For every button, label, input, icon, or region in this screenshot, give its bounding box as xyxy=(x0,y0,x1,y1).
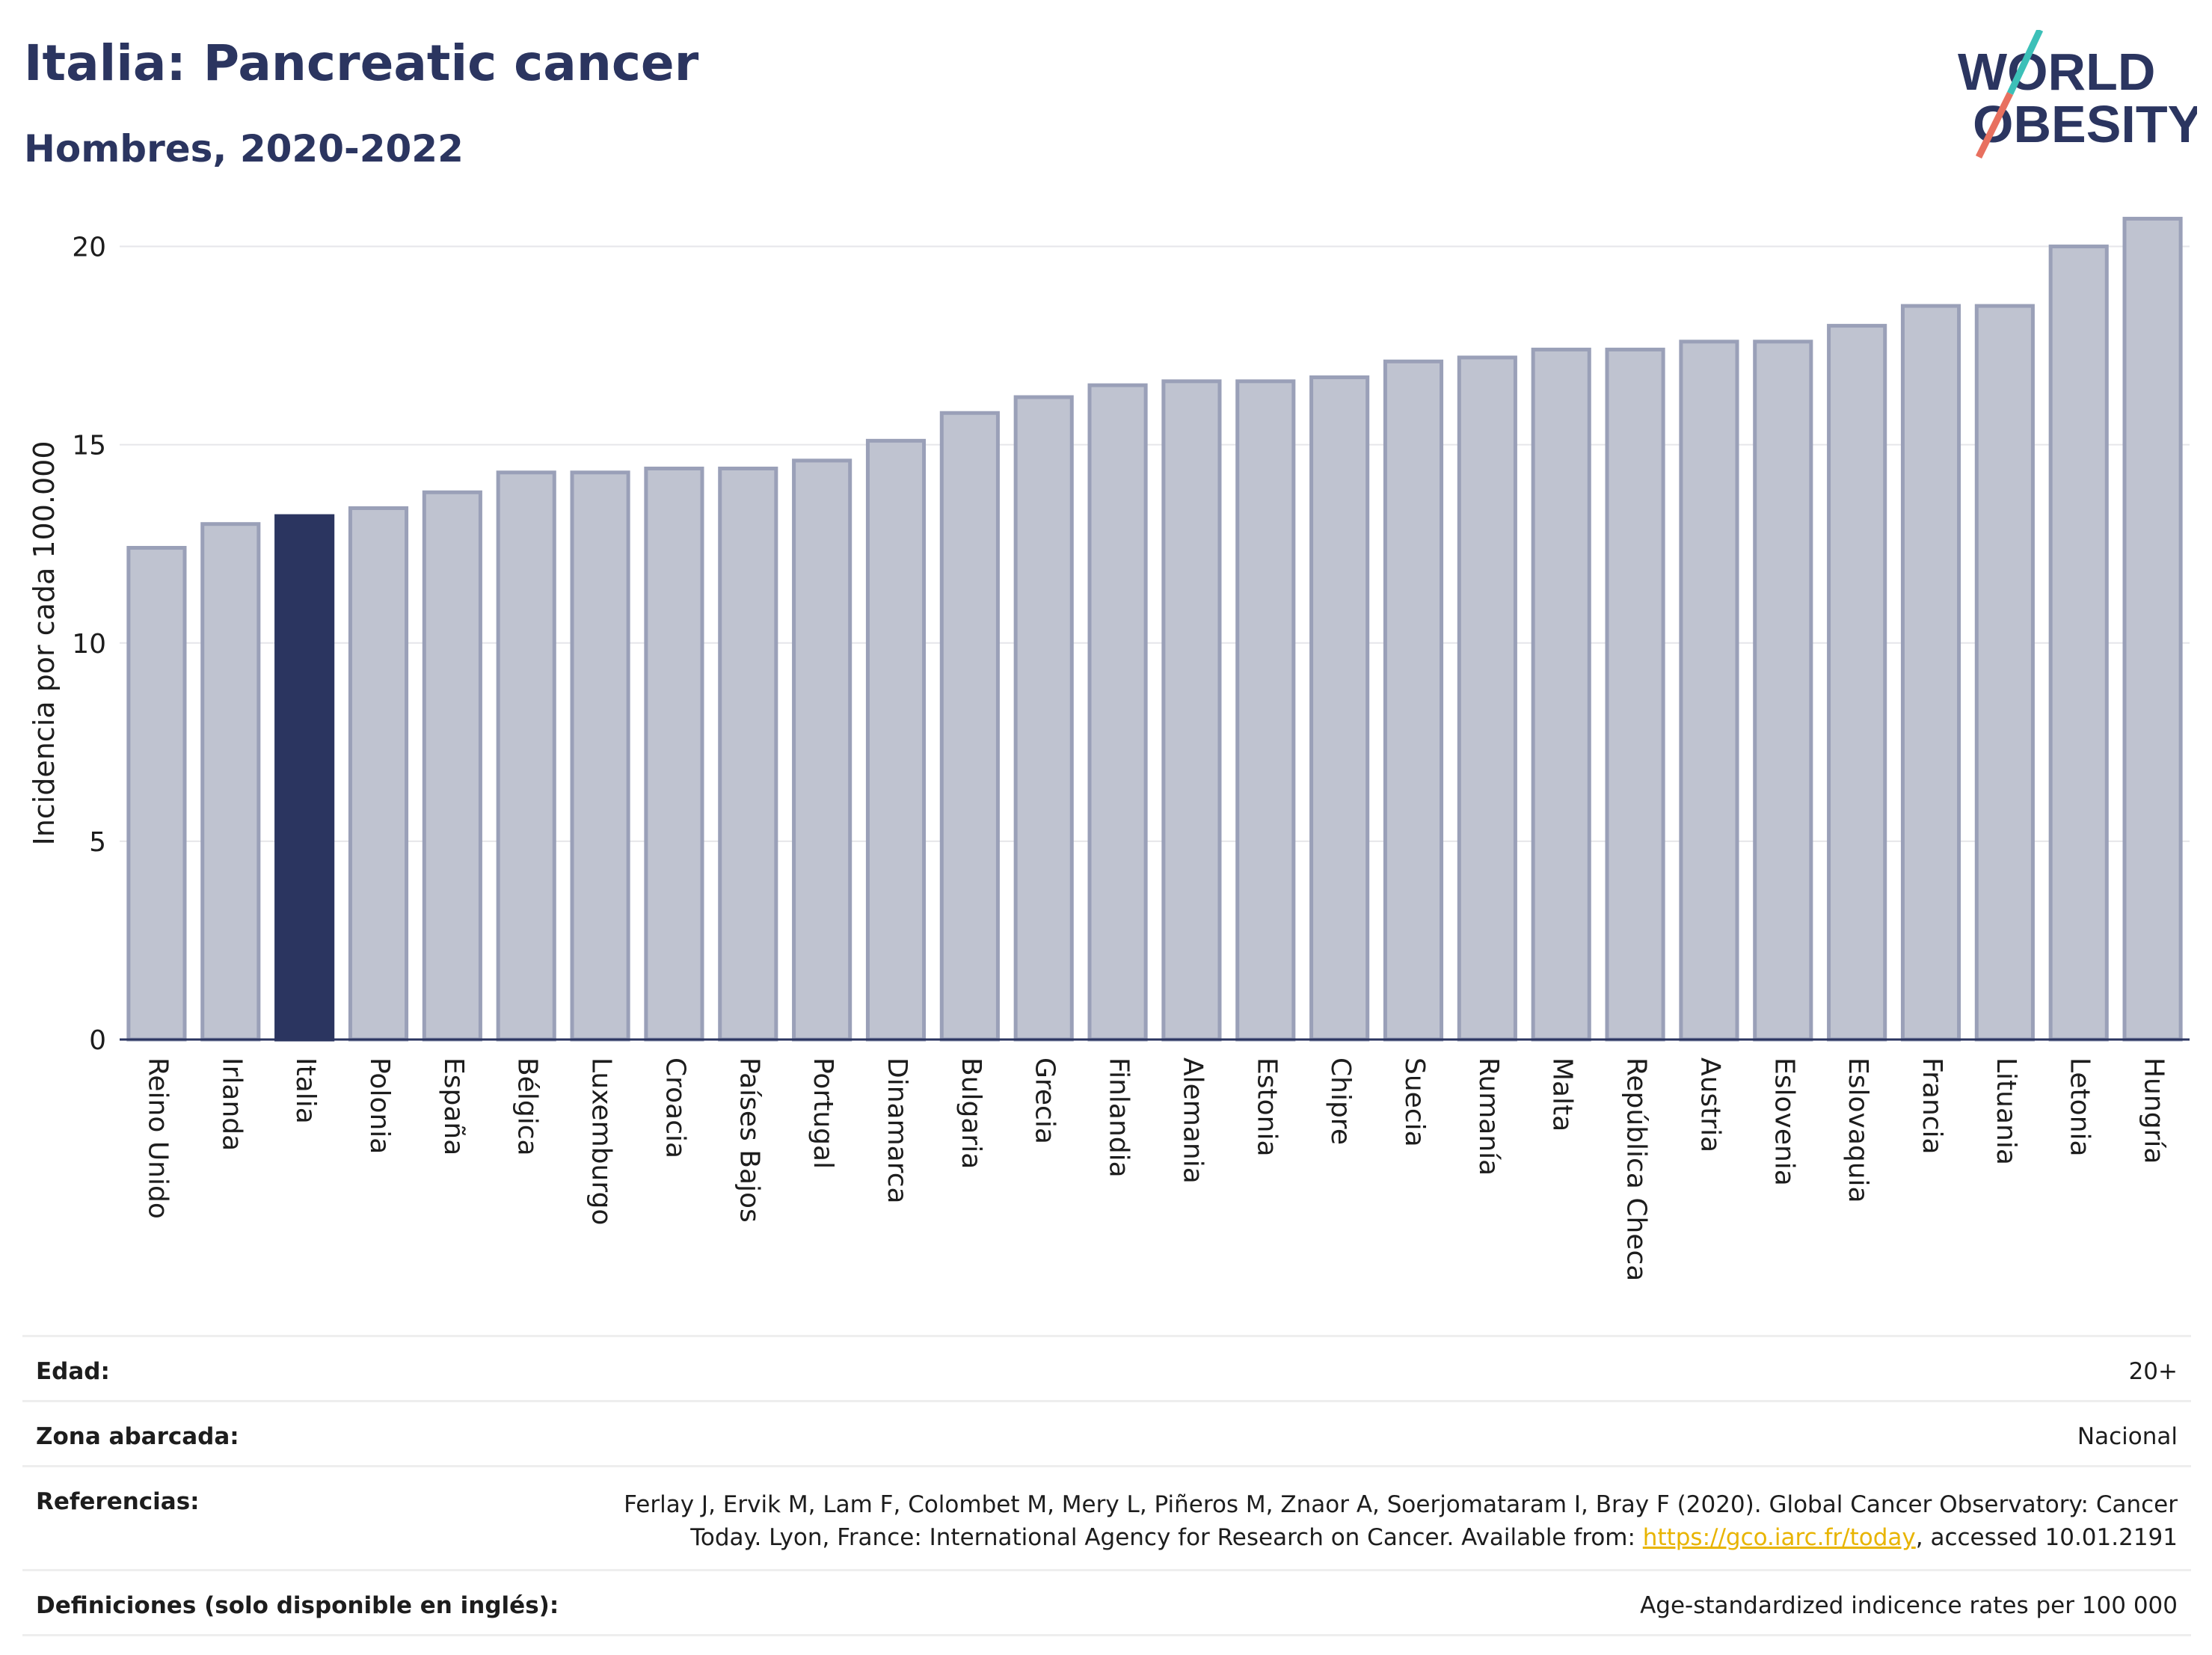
x-tick-label: Malta xyxy=(1547,1057,1578,1132)
bars xyxy=(126,216,2183,1042)
bar-españa xyxy=(422,490,482,1042)
x-tick-label: Alemania xyxy=(1177,1057,1208,1184)
x-tick-label: Rumanía xyxy=(1473,1057,1504,1176)
x-tick-label: Francia xyxy=(1917,1057,1947,1155)
age-label: Edad: xyxy=(36,1358,110,1385)
x-tick-label: Dinamarca xyxy=(882,1057,912,1204)
logo-slash-bottom xyxy=(1975,92,2014,159)
x-tick-label: Chipre xyxy=(1325,1057,1356,1145)
bar-finlandia xyxy=(1087,383,1148,1042)
age-value: 20+ xyxy=(2128,1358,2178,1385)
y-tick-labels: 0 5 10 15 20 xyxy=(72,233,106,1056)
logo-line1: WORLD xyxy=(1958,43,2155,101)
references-value: Ferlay J, Ervik M, Lam F, Colombet M, Me… xyxy=(570,1488,2178,1554)
x-tick-label: Estonia xyxy=(1251,1057,1282,1157)
zone-label: Zona abarcada: xyxy=(36,1423,239,1450)
bar-países-bajos xyxy=(718,466,778,1042)
logo-line2: OBESITY xyxy=(1973,95,2197,153)
meta-row-age: Edad: 20+ xyxy=(22,1335,2191,1400)
x-tick-label: Portugal xyxy=(808,1057,838,1169)
x-tick-label: Lituania xyxy=(1991,1057,2021,1165)
bar-austria xyxy=(1679,340,1739,1042)
y-tick-label: 20 xyxy=(72,233,106,263)
x-tick-label: Polonia xyxy=(364,1057,395,1154)
y-tick-label: 0 xyxy=(89,1025,106,1056)
bar-rumanía xyxy=(1457,355,1517,1042)
references-text: Ferlay J, Ervik M, Lam F, Colombet M, Me… xyxy=(624,1491,2178,1551)
definitions-label: Definiciones (solo disponible en inglés)… xyxy=(36,1592,559,1619)
x-tick-label: República Checa xyxy=(1621,1057,1652,1281)
meta-row-definitions: Definiciones (solo disponible en inglés)… xyxy=(22,1569,2191,1636)
bar-luxemburgo xyxy=(570,470,630,1042)
x-tick-label: Hungría xyxy=(2139,1057,2169,1164)
x-tick-label: Finlandia xyxy=(1104,1057,1134,1178)
bar-bélgica xyxy=(496,470,556,1042)
x-tick-label: Eslovenia xyxy=(1769,1057,1799,1186)
bar-malta xyxy=(1531,347,1591,1042)
x-tick-label: Austria xyxy=(1695,1057,1725,1152)
bar-lituania xyxy=(1974,304,2035,1042)
y-axis-label: Incidencia por cada 100.000 xyxy=(28,440,61,845)
meta-row-references: Referencias: Ferlay J, Ervik M, Lam F, C… xyxy=(22,1465,2191,1569)
x-tick-label: Grecia xyxy=(1030,1057,1060,1144)
references-link[interactable]: https://gco.iarc.fr/today xyxy=(1642,1524,1916,1551)
x-tick-label: Bélgica xyxy=(512,1057,543,1156)
bar-irlanda xyxy=(200,522,261,1042)
bar-reino-unido xyxy=(126,546,187,1042)
definitions-value: Age-standardized indicence rates per 100… xyxy=(1640,1592,2178,1619)
bar-chipre xyxy=(1309,375,1370,1042)
x-tick-label: Croacia xyxy=(660,1057,690,1158)
bar-dinamarca xyxy=(865,438,927,1042)
x-tick-label: Italia xyxy=(290,1057,321,1124)
chart-subtitle: Hombres, 2020-2022 xyxy=(24,127,464,171)
x-tick-label: Letonia xyxy=(2065,1057,2095,1157)
bar-hungría xyxy=(2122,216,2183,1042)
bar-croacia xyxy=(644,466,704,1042)
y-tick-label: 15 xyxy=(72,431,106,461)
x-tick-label: Eslovaquia xyxy=(1843,1057,1873,1203)
bar-alemania xyxy=(1161,379,1222,1042)
x-tick-labels: Reino Unido Irlanda Italia Polonia España Bél… xyxy=(142,1057,2169,1281)
bar-letonia xyxy=(2048,245,2109,1042)
x-tick-label: Irlanda xyxy=(216,1057,247,1151)
y-tick-label: 5 xyxy=(89,827,106,858)
x-tick-label: Bulgaria xyxy=(956,1057,986,1169)
bar-suecia xyxy=(1383,359,1444,1042)
metadata-table: Edad: 20+ Zona abarcada: Nacional Refere… xyxy=(22,1335,2191,1636)
x-tick-label: Países Bajos xyxy=(734,1057,764,1223)
bar-estonia xyxy=(1235,379,1296,1042)
logo-slash-top xyxy=(2006,30,2044,95)
bar-eslovaquia xyxy=(1827,324,1887,1042)
x-tick-label: Suecia xyxy=(1399,1057,1430,1147)
bar-polonia xyxy=(348,506,409,1042)
zone-value: Nacional xyxy=(2077,1423,2178,1450)
chart-title: Italia: Pancreatic cancer xyxy=(24,34,699,92)
bar-eslovenia xyxy=(1753,340,1813,1042)
meta-row-zone: Zona abarcada: Nacional xyxy=(22,1400,2191,1465)
y-tick-label: 10 xyxy=(72,629,106,660)
bar-bulgaria xyxy=(939,411,1000,1042)
bar-francia xyxy=(1900,304,1961,1042)
x-tick-label: Reino Unido xyxy=(142,1057,173,1219)
bar-italia xyxy=(274,514,335,1042)
bar-chart: 0 5 10 15 20 Reino Unido Irlanda Italia Polonia… xyxy=(28,216,2190,1281)
bar-grecia xyxy=(1013,395,1074,1042)
world-obesity-logo: WORLD OBESITY xyxy=(1958,30,2197,159)
bar-portugal xyxy=(792,458,852,1042)
references-accessed: , accessed 10.01.2191 xyxy=(1915,1524,2178,1551)
x-tick-label: Luxemburgo xyxy=(586,1057,617,1225)
bar-república-checa xyxy=(1605,347,1665,1042)
x-tick-label: España xyxy=(438,1057,469,1155)
references-label: Referencias: xyxy=(36,1488,200,1515)
